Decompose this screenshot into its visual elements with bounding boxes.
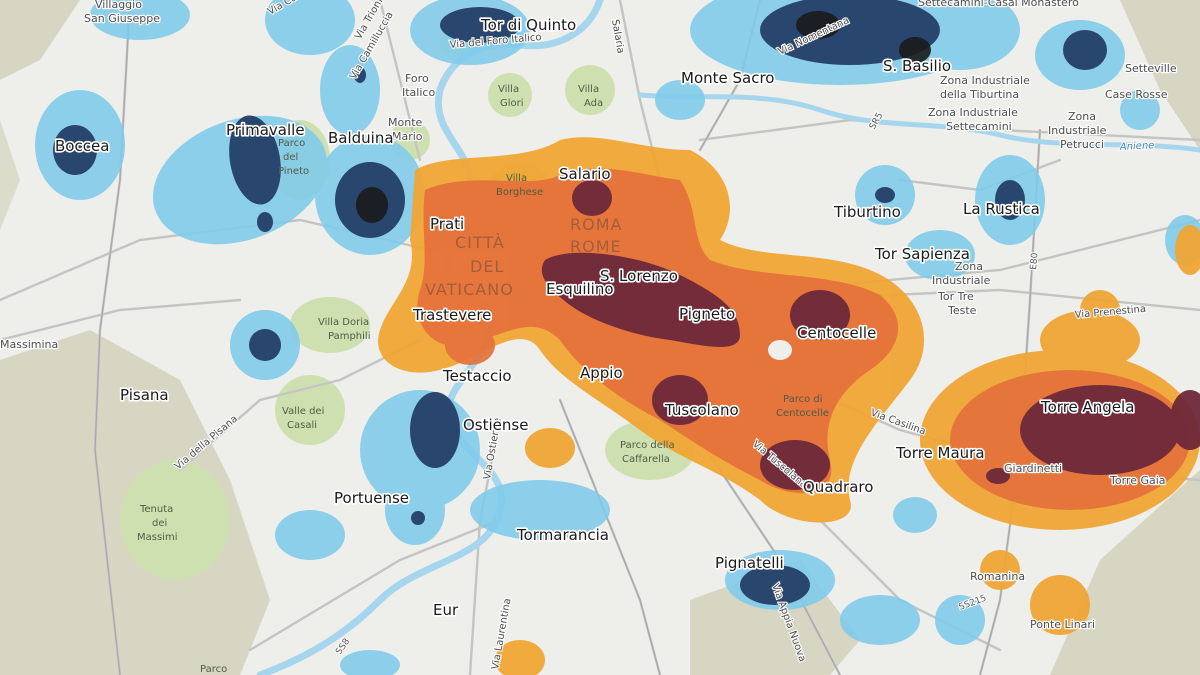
label-appio[interactable]: Appio (578, 362, 624, 383)
place-label-zona-ind-2: Zona Industriale (928, 106, 1018, 119)
rural-tile-northeast (1120, 0, 1200, 150)
hotspot-core-layer (541, 180, 1200, 490)
place-label-case-rosse: Case Rosse (1105, 88, 1168, 101)
place-label-san-giuseppe: San Giuseppe (84, 12, 160, 25)
park-label-valle-dei: Valle dei (282, 406, 324, 417)
place-label-massimina: Massimina (0, 338, 58, 351)
park-label-centocelle-2: Centocelle (776, 408, 829, 419)
district-label-vaticano: VATICANO (425, 280, 514, 299)
district-label-del: DEL (470, 257, 504, 276)
park-label-pamphili: Pamphili (328, 331, 370, 342)
park-label-tenuta: Tenuta (139, 504, 173, 515)
label-torre-angela[interactable]: Torre Angela (1038, 396, 1136, 417)
place-label-torre-gaia: Torre Gaia (1109, 474, 1166, 487)
label-balduina[interactable]: Balduina (326, 127, 395, 148)
rural-tile-southeast (1050, 470, 1200, 675)
place-label-industriale-3: Industriale (1048, 124, 1107, 137)
park-label-parco-south: Parco (200, 664, 227, 675)
river-label-aniene: Aniene (1119, 140, 1155, 153)
label-esquilino[interactable]: Esquilino (544, 278, 615, 299)
place-label-industriale-4: Industriale (932, 274, 991, 287)
park-label-dei: dei (152, 518, 167, 529)
park-label-villa-borghese-1: Villa (506, 173, 527, 184)
park-label-del: del (283, 152, 298, 163)
label-torre-maura[interactable]: Torre Maura (893, 442, 986, 463)
place-label-zona-ind-1: Zona Industriale (940, 74, 1030, 87)
district-labels: CITTÀ DEL VATICANO ROMA ROME (425, 215, 622, 299)
district-label-citta: CITTÀ (455, 233, 505, 252)
label-pignatelli[interactable]: Pignatelli (713, 552, 785, 573)
park-label-caffarella-2: Caffarella (622, 454, 670, 465)
label-tuscolano[interactable]: Tuscolano (662, 399, 740, 420)
place-label-villaggio: Villaggio (95, 0, 142, 11)
place-label-foro: Foro (405, 72, 429, 85)
park-label-centocelle-1: Parco di (783, 394, 823, 405)
label-eur[interactable]: Eur (431, 599, 460, 620)
label-ostiense[interactable]: Ostiense (461, 414, 530, 435)
label-salario[interactable]: Salario (557, 163, 612, 184)
label-pisana[interactable]: Pisana (118, 384, 170, 405)
label-tor-sapienza[interactable]: Tor Sapienza (872, 243, 971, 264)
label-s-lorenzo[interactable]: S. Lorenzo (598, 265, 679, 286)
label-quadraro[interactable]: Quadraro (801, 476, 875, 497)
coldspot-core-layer (356, 11, 931, 223)
park-label-villa-ada-1: Villa (578, 84, 599, 95)
park-label-pineto: Pineto (278, 166, 309, 177)
park-label-caffarella-1: Parco della (620, 440, 675, 451)
label-portuense[interactable]: Portuense (332, 487, 410, 508)
place-label-ponte-linari: Ponte Linari (1030, 618, 1095, 631)
place-label-romanina: Romanina (970, 570, 1025, 583)
place-label-zona-4: Zona (955, 260, 983, 273)
park-label-villa-borghese-2: Borghese (496, 187, 543, 198)
label-testaccio[interactable]: Testaccio (440, 365, 513, 386)
place-label-petrucci: Petrucci (1060, 138, 1104, 151)
place-label-setteville: Setteville (1125, 62, 1177, 75)
place-label-settecamini: Settecamini (946, 120, 1012, 133)
rural-tile-northwest (0, 0, 80, 80)
park-label-villa-ada-2: Ada (584, 98, 603, 109)
place-label-teste: Teste (947, 304, 977, 317)
label-tor-di-quinto[interactable]: Tor di Quinto (478, 14, 577, 35)
neighborhood-labels[interactable]: Boccea Primavalle Balduina Tor di Quinto… (53, 14, 1136, 620)
small-place-labels: Villaggio San Giuseppe Settecamini-Casal… (0, 0, 1178, 632)
park-label-villa-glori-1: Villa (498, 84, 519, 95)
label-s-basilio[interactable]: S. Basilio (881, 55, 952, 76)
place-label-tor-tre: Tor Tre (937, 290, 974, 303)
park-label-villa-doria: Villa Doria (318, 317, 369, 328)
coldspot-dark-layer (53, 0, 1107, 605)
place-label-monte: Monte (388, 116, 423, 129)
label-la-rustica[interactable]: La Rustica (961, 198, 1041, 219)
road-label-e80: E80 (1029, 252, 1040, 270)
park-label-casali: Casali (287, 420, 317, 431)
label-centocelle[interactable]: Centocelle (795, 322, 878, 343)
hotspot-gap (768, 340, 792, 360)
park-label-parco: Parco (278, 138, 305, 149)
label-prati[interactable]: Prati (428, 213, 465, 234)
place-label-giardinetti: Giardinetti (1004, 462, 1062, 475)
park-labels: Villa Doria Pamphili Valle dei Casali Te… (137, 84, 829, 675)
label-monte-sacro[interactable]: Monte Sacro (679, 67, 776, 88)
label-tormarancia[interactable]: Tormarancia (514, 524, 610, 545)
district-label-roma: ROMA (570, 215, 622, 234)
label-primavalle[interactable]: Primavalle (224, 119, 306, 140)
park-label-villa-glori-2: Glori (500, 98, 524, 109)
place-label-zona-3: Zona (1068, 110, 1096, 123)
park-label-massimi: Massimi (137, 532, 177, 543)
label-tiburtino[interactable]: Tiburtino (831, 201, 902, 222)
place-label-italico: Italico (402, 86, 435, 99)
label-trastevere[interactable]: Trastevere (410, 304, 493, 325)
aniene-river (637, 92, 1200, 153)
place-label-settecamini-casal: Settecamini-Casal Monastero (918, 0, 1079, 9)
district-label-rome: ROME (570, 237, 622, 256)
label-pigneto[interactable]: Pigneto (677, 303, 736, 324)
label-boccea[interactable]: Boccea (53, 135, 111, 156)
place-label-della-tiburtina: della Tiburtina (940, 88, 1019, 101)
place-label-mario: Mario (392, 130, 423, 143)
